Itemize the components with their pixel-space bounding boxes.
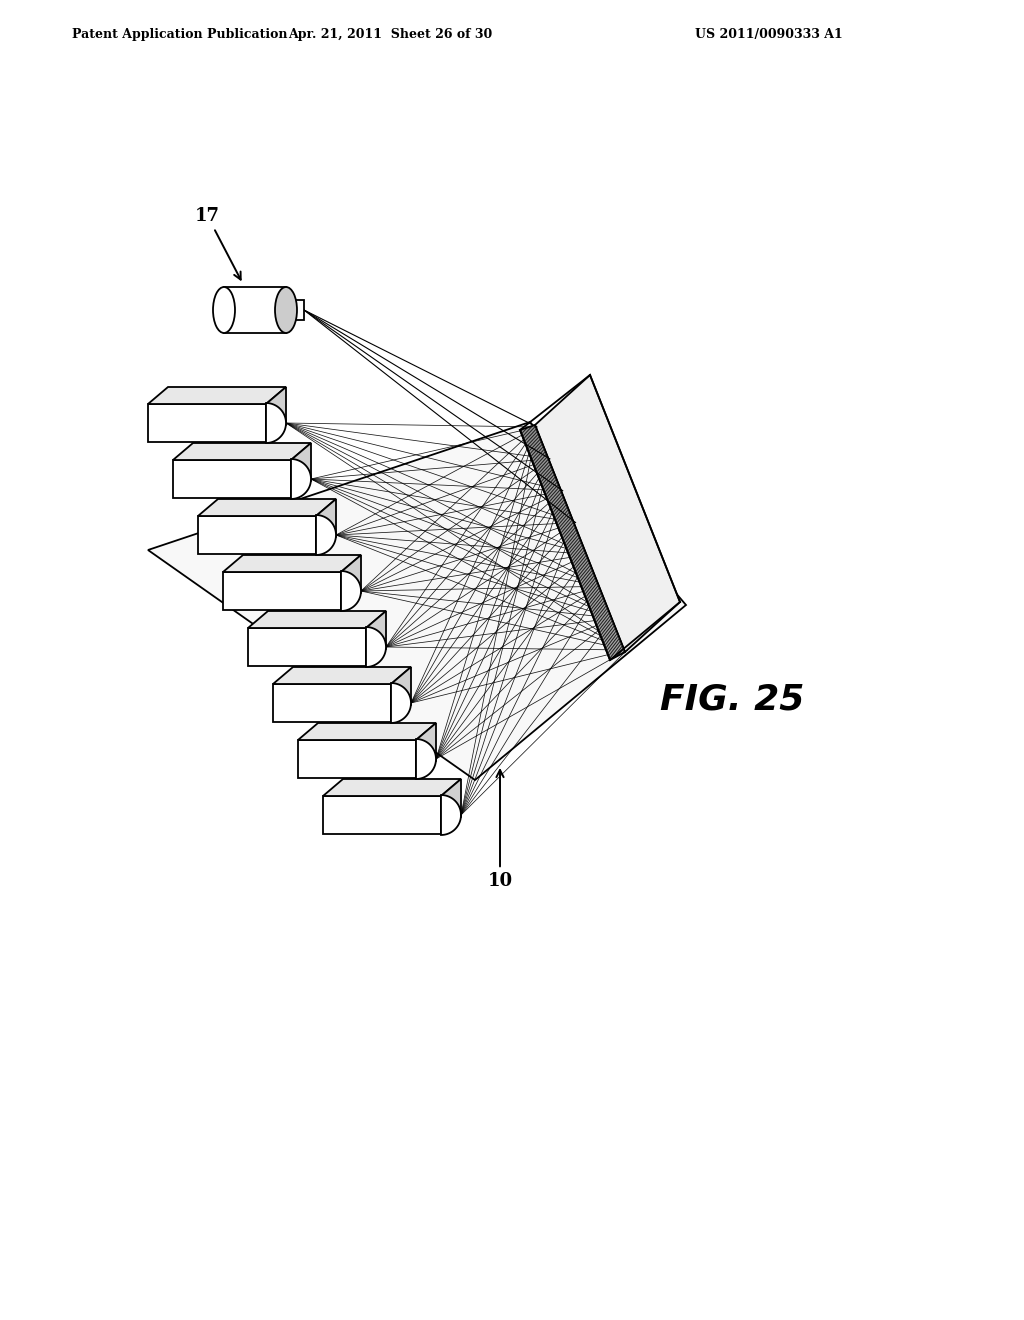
Polygon shape <box>248 611 386 628</box>
Polygon shape <box>173 459 291 498</box>
Polygon shape <box>148 422 686 780</box>
Polygon shape <box>341 554 361 610</box>
Text: 10: 10 <box>487 770 513 890</box>
Polygon shape <box>341 572 361 611</box>
Polygon shape <box>316 499 336 554</box>
Polygon shape <box>291 459 311 499</box>
Polygon shape <box>391 682 411 723</box>
Text: 17: 17 <box>195 207 241 280</box>
Polygon shape <box>298 741 416 777</box>
Polygon shape <box>316 515 336 554</box>
Polygon shape <box>366 627 386 667</box>
Polygon shape <box>291 444 311 498</box>
Polygon shape <box>416 723 436 777</box>
Polygon shape <box>273 667 411 684</box>
Polygon shape <box>441 795 461 836</box>
Polygon shape <box>248 628 366 667</box>
Polygon shape <box>323 796 441 834</box>
Polygon shape <box>148 387 286 404</box>
Polygon shape <box>441 779 461 834</box>
Polygon shape <box>273 684 391 722</box>
Polygon shape <box>416 739 436 779</box>
Text: FIG. 25: FIG. 25 <box>660 682 805 717</box>
Polygon shape <box>224 286 286 333</box>
Polygon shape <box>391 667 411 722</box>
Polygon shape <box>148 404 266 442</box>
Ellipse shape <box>213 286 234 333</box>
Polygon shape <box>266 387 286 442</box>
Polygon shape <box>298 723 436 741</box>
Text: Patent Application Publication: Patent Application Publication <box>72 28 288 41</box>
Polygon shape <box>287 300 304 319</box>
Text: 4: 4 <box>279 595 318 719</box>
Ellipse shape <box>275 286 297 333</box>
Polygon shape <box>535 375 680 652</box>
Polygon shape <box>223 572 341 610</box>
Text: Apr. 21, 2011  Sheet 26 of 30: Apr. 21, 2011 Sheet 26 of 30 <box>288 28 493 41</box>
Polygon shape <box>198 499 336 516</box>
Polygon shape <box>198 516 316 554</box>
Polygon shape <box>366 611 386 667</box>
Polygon shape <box>266 403 286 444</box>
Polygon shape <box>323 779 461 796</box>
Polygon shape <box>223 554 361 572</box>
Text: US 2011/0090333 A1: US 2011/0090333 A1 <box>695 28 843 41</box>
Polygon shape <box>173 444 311 459</box>
Polygon shape <box>520 425 625 660</box>
